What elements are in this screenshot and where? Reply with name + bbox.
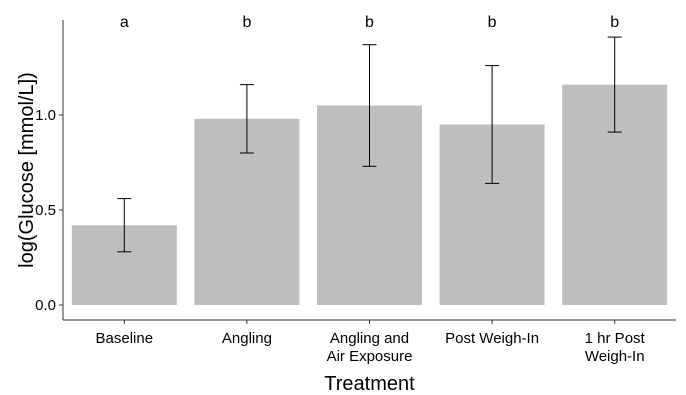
y-tick-label: 0.5 [35, 202, 56, 219]
significance-letter: a [120, 14, 129, 31]
x-tick-label: Angling and Air Exposure [327, 330, 413, 365]
error-bar [607, 36, 622, 133]
error-bar [117, 198, 132, 253]
x-axis-title: Treatment [324, 373, 415, 395]
significance-letter: b [488, 14, 497, 31]
error-bar [362, 44, 377, 167]
x-tick-label: 1 hr Post Weigh-In [585, 330, 646, 365]
y-tick-label: 1.0 [35, 107, 56, 124]
significance-letter: b [610, 14, 619, 31]
x-ticks-group: Baseline Angling Angling and Air Exposure Po… [96, 320, 646, 365]
error-bar [239, 84, 254, 154]
significance-letter: b [365, 14, 374, 31]
y-ticks-group: 0.0 0.5 1.0 [35, 107, 63, 314]
x-tick-label: Angling [222, 330, 272, 347]
y-tick-label: 0.0 [35, 297, 56, 314]
x-tick-label: Baseline [96, 330, 154, 347]
significance-letter: b [242, 14, 251, 31]
y-axis-title: log(Glucose [mmol/L]) [16, 72, 38, 268]
error-bar [485, 65, 500, 184]
error-bars-group [117, 36, 622, 253]
x-tick-label: Post Weigh-In [445, 330, 539, 347]
